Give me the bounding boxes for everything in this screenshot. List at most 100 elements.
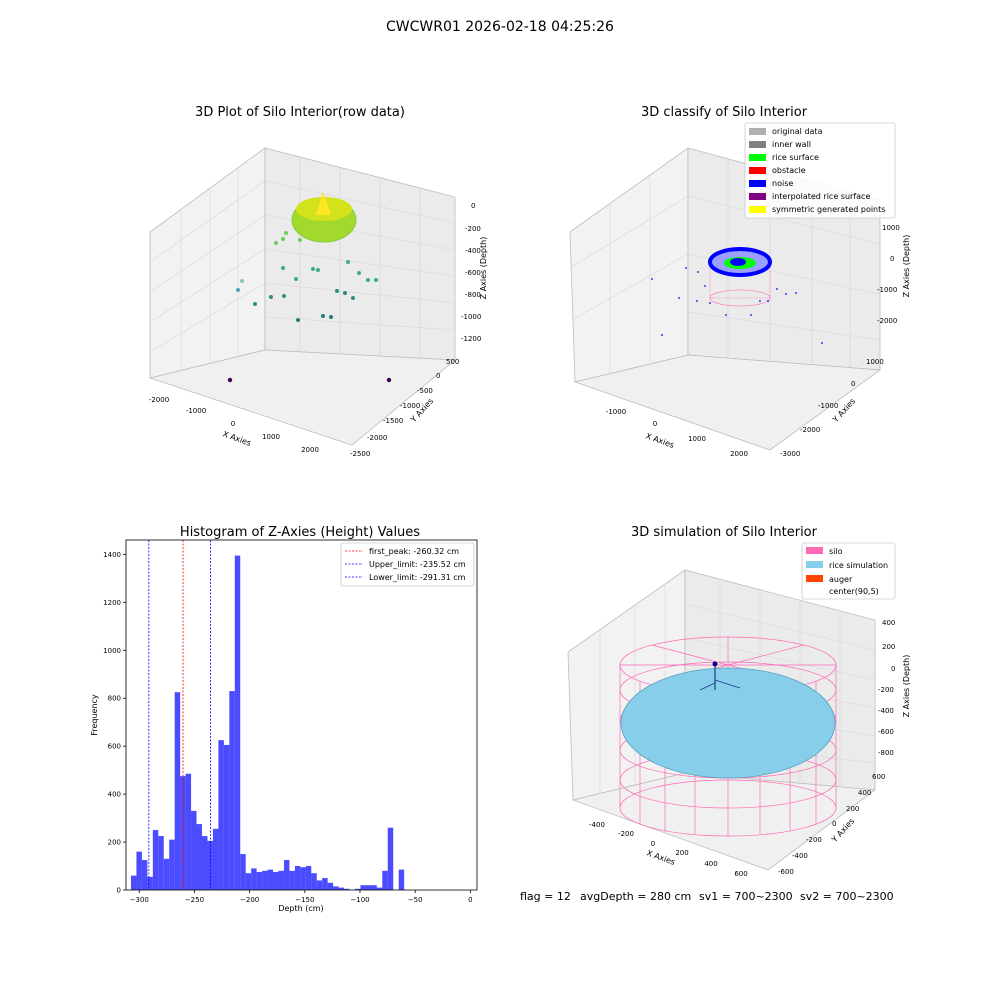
tick-label: -2000 (800, 426, 820, 434)
histogram-bar (283, 860, 290, 890)
histogram-bar (344, 888, 350, 890)
tick-label: -2000 (367, 434, 387, 442)
noise-point (821, 342, 823, 344)
histogram-bar (251, 868, 257, 890)
tick-label: -400 (792, 852, 808, 860)
histogram-legend: first_peak: -260.32 cm Upper_limit: -235… (340, 542, 475, 587)
legend-label: obstacle (772, 166, 806, 175)
data-point (294, 277, 298, 281)
legend-entry-noise: noise (749, 179, 793, 188)
legend-swatch (749, 180, 766, 187)
tick-label: -1000 (877, 286, 897, 294)
tick-label: -2500 (350, 450, 370, 458)
legend-frame (801, 542, 896, 600)
panel-simulation-legend: silo rice simulation auger center(90,5) (801, 542, 896, 600)
tick-label: −100 (350, 896, 369, 904)
panel-classify-title: 3D classify of Silo Interior (641, 105, 808, 120)
noise-point (767, 300, 769, 302)
center-marker (712, 661, 718, 667)
legend-entry-lower-limit: Lower_limit: -291.31 cm (345, 573, 466, 582)
tick-label: 1200 (103, 599, 121, 607)
flag-text: flag = 12 (520, 890, 571, 903)
data-point (346, 260, 350, 264)
auger-arm (714, 679, 741, 689)
panel-raw-axes-box (148, 147, 457, 446)
histogram-bar (327, 882, 334, 890)
data-point (281, 266, 285, 270)
legend-entry-upper-limit: Upper_limit: -235.52 cm (345, 560, 466, 569)
legend-label: inner wall (772, 140, 811, 149)
legend-swatch (749, 154, 766, 161)
legend-label: auger (829, 575, 853, 584)
data-point (351, 296, 355, 300)
data-point (366, 278, 370, 282)
histogram-bar (338, 887, 345, 890)
legend-entry-auger: auger (806, 575, 853, 584)
histogram-bar (212, 828, 219, 890)
panel-simulation-xlabel: X Axies (645, 848, 676, 867)
histogram-bar (169, 839, 175, 890)
legend-label: original data (772, 127, 823, 136)
histogram-bar (267, 869, 274, 890)
histogram-bar (185, 773, 192, 890)
tick-label: 400 (858, 789, 871, 797)
histogram-bar (376, 887, 383, 890)
tick-label: 0 (890, 255, 894, 263)
data-point (357, 271, 361, 275)
legend-label: noise (772, 179, 793, 188)
histogram-bar (278, 870, 284, 890)
histogram-bar (398, 869, 405, 890)
interpolated-surface-bottom (709, 289, 771, 307)
tick-label: -600 (878, 728, 894, 736)
tick-label: -800 (465, 291, 481, 299)
legend-swatch (806, 575, 823, 582)
panel-classify-legend: original data inner wall rice surface ob… (744, 122, 896, 219)
data-point (269, 295, 273, 299)
panel-simulation-x-ticks: -400 -200 0 200 400 600 (589, 821, 748, 878)
panel-classify-z-ticks: 1000 0 -1000 -2000 (877, 224, 900, 325)
tick-label: 600 (872, 773, 885, 781)
histogram-bar (245, 873, 252, 890)
legend-label: interpolated rice surface (772, 192, 870, 201)
histogram-bar (218, 740, 224, 890)
data-point (311, 267, 315, 271)
tick-label: -200 (465, 225, 481, 233)
histogram-x-ticks: −300 −250 −200 −150 −100 −50 0 (130, 890, 473, 904)
tick-label: −50 (408, 896, 423, 904)
data-point (227, 377, 233, 383)
data-point (282, 294, 286, 298)
tick-label: 0 (117, 887, 121, 895)
legend-label: symmetric generated points (772, 205, 885, 214)
tick-label: -1500 (383, 417, 403, 425)
tick-label: −200 (240, 896, 259, 904)
histogram-bar (158, 836, 164, 890)
tick-label: 400 (108, 791, 121, 799)
data-point (343, 291, 347, 295)
histogram-bar (300, 867, 306, 890)
legend-entry-inner-wall: inner wall (749, 140, 811, 149)
footer-status: flag = 12 avgDepth = 280 cm sv1 = 700~23… (520, 890, 894, 903)
auger-arm (699, 682, 716, 691)
panel-raw-points (227, 192, 392, 383)
panel-simulation-title: 3D simulation of Silo Interior (631, 525, 818, 540)
noise-point (685, 267, 687, 269)
histogram-bar (191, 810, 197, 890)
tick-label: -1000 (818, 402, 838, 410)
panel-classify-left-pane (569, 147, 689, 383)
tick-label: -1000 (400, 402, 420, 410)
noise-point (651, 278, 653, 280)
tick-label: -500 (417, 387, 433, 395)
legend-frame (340, 542, 475, 587)
panel-raw-gridlines (149, 157, 456, 371)
legend-swatch (749, 167, 766, 174)
tick-label: 1000 (882, 224, 900, 232)
histogram-xlabel: Depth (cm) (278, 904, 323, 913)
panel-raw-y-ticks: 500 0 -500 -1000 -1500 -2000 -2500 (350, 358, 459, 458)
noise-point (776, 288, 778, 290)
panel-raw-floor-pane (148, 349, 457, 446)
histogram-bar (234, 555, 241, 890)
tick-label: -200 (806, 836, 822, 844)
tick-label: -1000 (461, 313, 481, 321)
legend-label: silo (829, 547, 843, 556)
